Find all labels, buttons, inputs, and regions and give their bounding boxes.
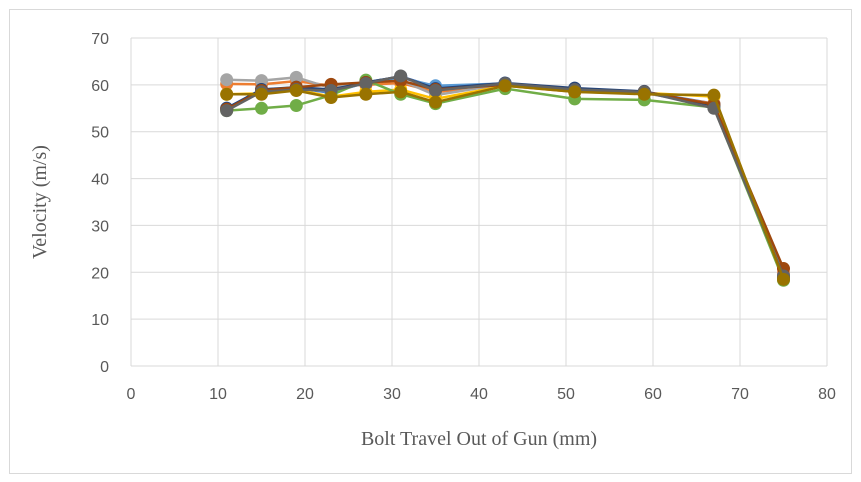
- data-point: [359, 76, 373, 90]
- y-tick-label: 20: [91, 265, 109, 282]
- y-tick-label: 70: [91, 31, 109, 48]
- x-tick-labels: 0 10 20 30 40 50 60 70 80: [127, 386, 836, 403]
- data-point: [568, 85, 582, 99]
- x-tick-label: 10: [209, 386, 227, 403]
- series-line: [226, 78, 785, 281]
- series-line: [226, 84, 785, 280]
- data-point: [394, 69, 408, 83]
- x-tick-label: 20: [296, 386, 314, 403]
- series-lines: [220, 69, 790, 287]
- y-tick-labels: 0 10 20 30 40 50 60 70: [91, 31, 109, 376]
- x-tick-label: 80: [818, 386, 836, 403]
- series-line: [226, 74, 785, 277]
- data-point: [255, 87, 268, 101]
- data-point: [289, 98, 303, 112]
- y-axis-title: Velocity (m/s): [29, 145, 51, 259]
- data-point: [394, 85, 408, 99]
- data-point: [707, 88, 721, 102]
- data-point: [289, 83, 303, 97]
- grid: [130, 37, 828, 367]
- y-tick-label: 30: [91, 218, 109, 235]
- x-tick-label: 70: [731, 386, 749, 403]
- data-point: [429, 83, 442, 97]
- data-point: [777, 272, 790, 286]
- series-line: [226, 79, 785, 274]
- series-line: [226, 76, 785, 277]
- y-tick-label: 10: [91, 312, 109, 329]
- series-4: [220, 79, 790, 285]
- y-tick-label: 60: [91, 78, 109, 95]
- x-tick-label: 30: [383, 386, 401, 403]
- data-point: [220, 104, 234, 118]
- x-tick-label: 60: [644, 386, 662, 403]
- x-axis-title: Bolt Travel Out of Gun (mm): [361, 428, 597, 450]
- series-line: [226, 76, 785, 277]
- y-tick-label: 40: [91, 172, 109, 189]
- series-line: [226, 84, 785, 279]
- y-tick-label: 50: [91, 125, 109, 142]
- data-point: [429, 95, 442, 109]
- x-tick-label: 40: [470, 386, 488, 403]
- series-line: [226, 79, 785, 270]
- data-point: [359, 87, 373, 101]
- data-point: [498, 79, 512, 93]
- y-tick-label: 0: [100, 359, 109, 376]
- x-tick-label: 0: [127, 386, 136, 403]
- data-point: [324, 91, 338, 105]
- x-tick-label: 50: [557, 386, 575, 403]
- data-point: [289, 70, 303, 84]
- series-10: [220, 79, 790, 286]
- data-point: [637, 87, 651, 101]
- data-point: [255, 74, 268, 88]
- data-point: [220, 73, 234, 87]
- data-point: [220, 87, 234, 101]
- data-point: [255, 101, 268, 115]
